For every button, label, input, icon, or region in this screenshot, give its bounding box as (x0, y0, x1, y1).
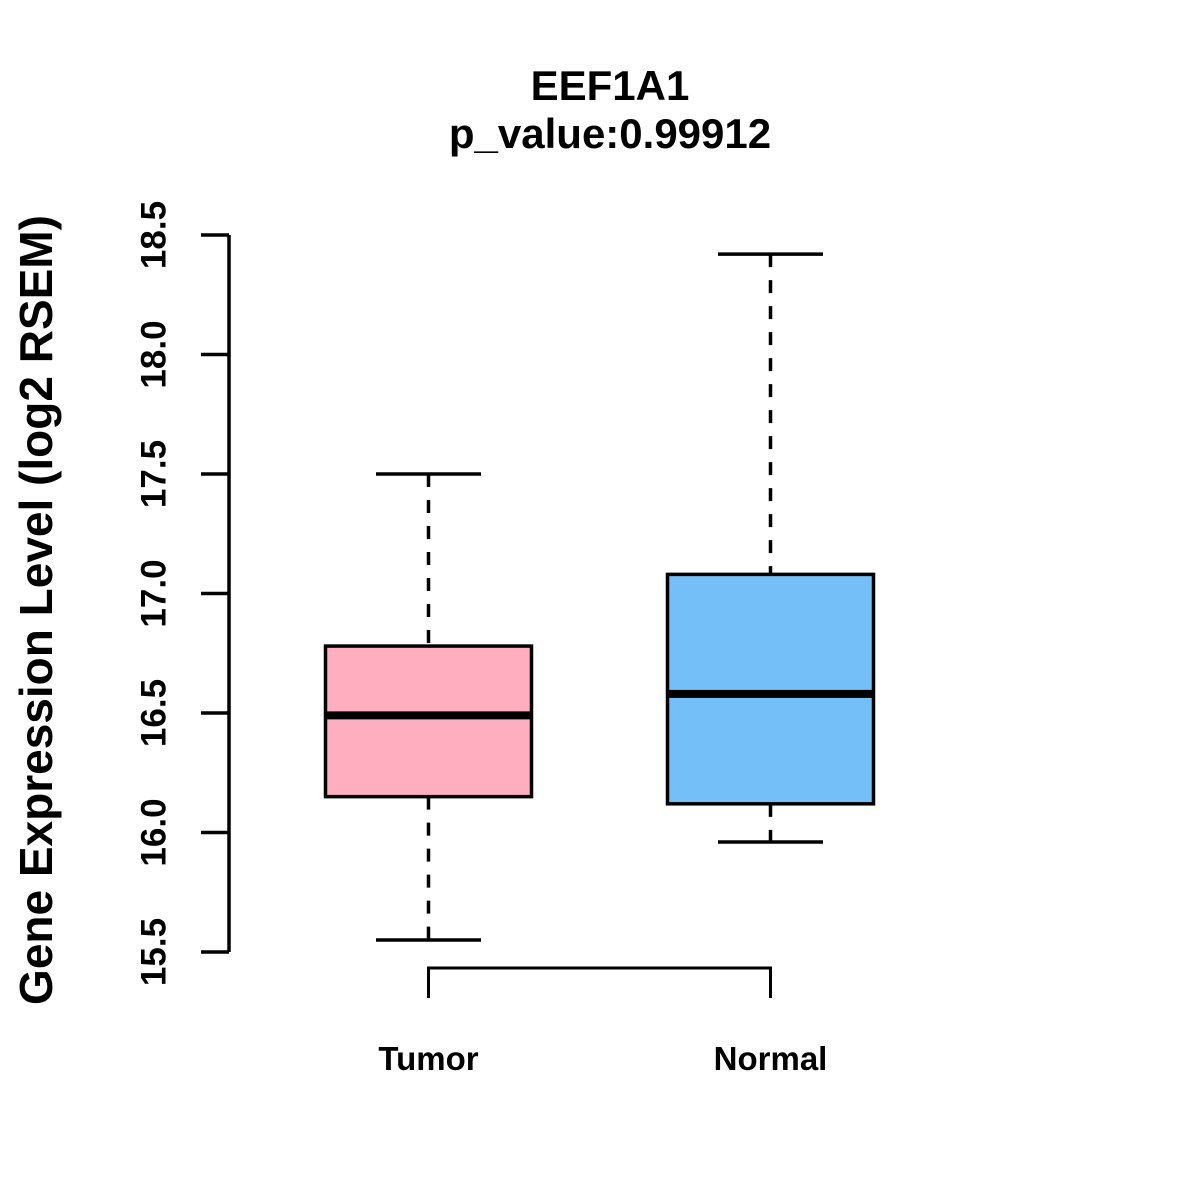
y-tick-label: 15.5 (135, 918, 174, 986)
y-tick-label: 18.0 (135, 320, 174, 388)
comparison-bracket (427, 966, 772, 998)
y-tick-label: 16.5 (135, 679, 174, 747)
y-tick-label: 16.0 (135, 798, 174, 866)
chart-subtitle-pvalue: p_value:0.99912 (448, 110, 772, 157)
chart-title: EEF1A1 (530, 62, 690, 109)
chart-title-block: EEF1A1 p_value:0.99912 (230, 62, 990, 158)
x-category-label-normal: Normal (714, 1040, 828, 1077)
y-tick-label: 17.0 (135, 559, 174, 627)
box-normal (665, 572, 876, 806)
box-tumor (323, 644, 534, 799)
x-category-label-tumor: Tumor (378, 1040, 478, 1077)
y-tick-label: 18.5 (135, 201, 174, 269)
y-tick-label: 17.5 (135, 440, 174, 508)
